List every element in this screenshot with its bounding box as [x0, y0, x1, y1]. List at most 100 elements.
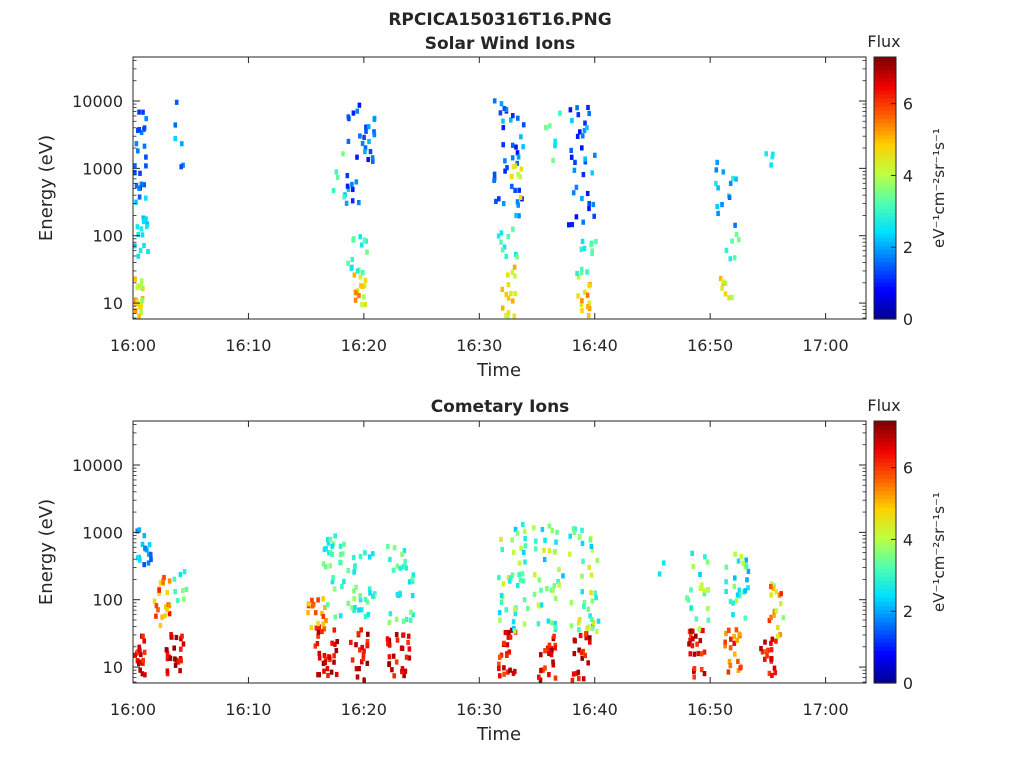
- heatmap-cell: [691, 563, 696, 570]
- colorbar-segment: [874, 584, 896, 590]
- heatmap-cell: [359, 607, 364, 613]
- heatmap-cell: [134, 182, 139, 189]
- heatmap-cell: [366, 124, 371, 130]
- heatmap-cell: [514, 212, 518, 219]
- x-tick-label: 16:30: [456, 336, 502, 355]
- colorbar-segment: [874, 470, 896, 475]
- heatmap-cell: [733, 651, 737, 657]
- colorbar-segment: [874, 278, 896, 283]
- heatmap-cell: [731, 175, 735, 181]
- heatmap-cell: [581, 558, 585, 564]
- heatmap-cell: [734, 627, 739, 633]
- heatmap-cell: [549, 620, 554, 626]
- heatmap-cell: [321, 561, 326, 567]
- heatmap-cell: [134, 308, 138, 314]
- heatmap-cell: [306, 601, 311, 607]
- heatmap-cell: [346, 260, 350, 266]
- heatmap-cell: [311, 601, 316, 607]
- colorbar-segment: [874, 114, 896, 119]
- heatmap-cell: [358, 274, 363, 280]
- panel-title: Solar Wind Ions: [425, 34, 576, 54]
- heatmap-cell: [182, 569, 187, 575]
- heatmap-cell: [571, 671, 576, 677]
- heatmap-cell: [689, 632, 693, 638]
- colorbar-segment: [874, 486, 896, 492]
- heatmap-cell: [497, 575, 501, 581]
- colorbar-tick-label: 0: [903, 674, 913, 693]
- heatmap-cell: [338, 613, 343, 619]
- heatmap-cell: [692, 674, 696, 680]
- heatmap-cell: [553, 675, 558, 681]
- heatmap-cell: [354, 290, 358, 296]
- heatmap-cell: [779, 591, 783, 597]
- heatmap-cell: [728, 598, 733, 605]
- heatmap-cell: [179, 164, 183, 170]
- heatmap-cell: [728, 663, 733, 669]
- figure-title: RPCICA150316T16.PNG: [388, 10, 611, 30]
- x-tick-label: 16:50: [687, 336, 733, 355]
- heatmap-cell: [715, 159, 719, 165]
- y-tick-label: 1000: [82, 159, 123, 178]
- heatmap-cell: [702, 671, 707, 677]
- heatmap-cell: [333, 641, 337, 647]
- y-tick-label: 100: [92, 227, 123, 246]
- heatmap-cell: [330, 543, 335, 549]
- heatmap-cell: [165, 650, 170, 656]
- colorbar-segment: [874, 163, 896, 169]
- heatmap-cell: [767, 670, 772, 676]
- heatmap-cell: [576, 293, 580, 299]
- heatmap-cell: [157, 590, 161, 596]
- heatmap-cell: [773, 670, 778, 676]
- heatmap-cell: [720, 285, 724, 291]
- heatmap-cell: [388, 556, 392, 563]
- heatmap-cell: [588, 639, 592, 645]
- heatmap-cell: [366, 156, 370, 163]
- heatmap-cell: [134, 199, 138, 205]
- heatmap-cell: [551, 659, 555, 665]
- heatmap-cell: [532, 591, 537, 597]
- heatmap-cell: [732, 640, 737, 646]
- heatmap-cell: [317, 624, 321, 630]
- heatmap-cell: [505, 165, 509, 171]
- colorbar-segment: [874, 453, 896, 459]
- heatmap-cell: [498, 110, 503, 116]
- heatmap-cell: [734, 598, 739, 604]
- heatmap-cell: [540, 526, 545, 533]
- colorbar-segment: [874, 286, 896, 291]
- heatmap-cell: [386, 543, 390, 550]
- heatmap-cell: [580, 145, 584, 151]
- heatmap-cell: [714, 167, 719, 173]
- heatmap-cell: [363, 148, 367, 155]
- colorbar-segment: [874, 302, 896, 308]
- heatmap-cell: [322, 546, 327, 552]
- heatmap-cell: [506, 295, 511, 301]
- heatmap-cell: [580, 195, 584, 202]
- heatmap-cell: [551, 662, 556, 668]
- heatmap-cell: [338, 559, 342, 565]
- heatmap-cell: [133, 652, 138, 658]
- heatmap-cell: [147, 542, 152, 548]
- heatmap-cell: [726, 669, 731, 675]
- heatmap-cell: [744, 563, 749, 569]
- heatmap-cell: [523, 528, 527, 535]
- heatmap-cell: [738, 593, 742, 599]
- heatmap-cell: [314, 625, 319, 631]
- heatmap-cell: [137, 194, 142, 200]
- heatmap-cell: [158, 622, 163, 629]
- heatmap-cell: [533, 572, 537, 578]
- heatmap-cell: [730, 238, 734, 244]
- heatmap-cell: [586, 660, 590, 666]
- heatmap-cell: [353, 297, 358, 303]
- heatmap-cell: [689, 587, 693, 593]
- heatmap-cell: [554, 624, 558, 630]
- panel-solar-wind: Solar Wind Ions 16:00 16:10 16:20 16:30 16:4…: [36, 32, 948, 381]
- heatmap-cell: [662, 560, 666, 566]
- x-tick-label: 17:00: [803, 336, 849, 355]
- heatmap-cell: [498, 617, 502, 623]
- heatmap-cell: [734, 176, 738, 182]
- heatmap-cell: [526, 605, 530, 611]
- heatmap-cell: [724, 247, 729, 253]
- heatmap-cell: [180, 141, 184, 147]
- colorbar-segment: [874, 621, 896, 627]
- heatmap-cell: [516, 202, 520, 208]
